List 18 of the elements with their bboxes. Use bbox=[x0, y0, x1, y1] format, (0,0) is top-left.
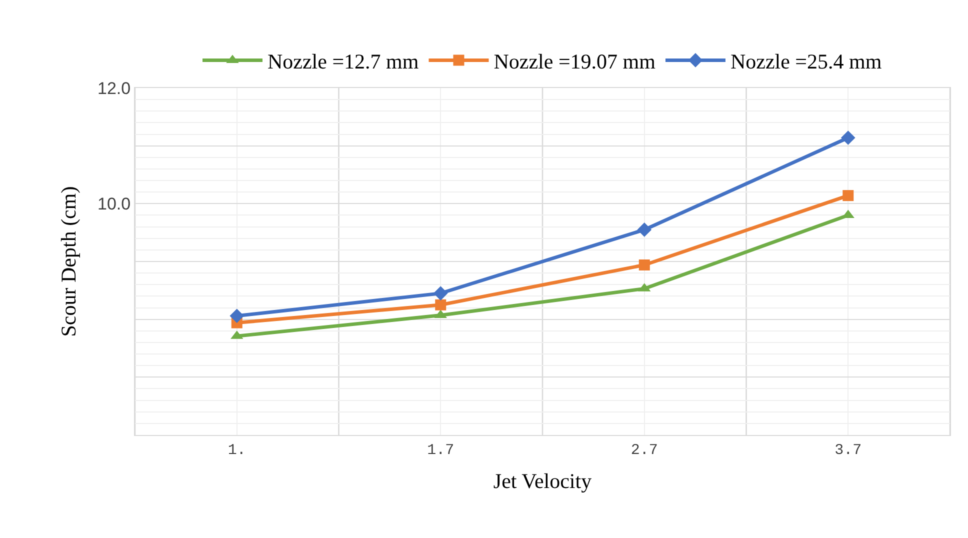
legend-label: Nozzle =12.7 mm bbox=[268, 49, 419, 74]
point bbox=[433, 286, 448, 300]
point bbox=[842, 190, 854, 202]
x-tick-label: 1. bbox=[228, 442, 246, 459]
point bbox=[638, 259, 650, 270]
y-axis-title: Scour Depth (cm) bbox=[56, 186, 81, 337]
legend-label: Nozzle =25.4 mm bbox=[730, 49, 882, 74]
legend-label: Nozzle =19.07 mm bbox=[494, 49, 656, 74]
x-axis-title: Jet Velocity bbox=[493, 469, 592, 494]
point bbox=[230, 308, 244, 324]
y-tick-label: 12.0 bbox=[98, 78, 131, 98]
x-tick-label: 3.7 bbox=[834, 442, 862, 459]
point bbox=[435, 299, 446, 310]
x-tick-label: 2.7 bbox=[630, 442, 658, 459]
point bbox=[840, 130, 856, 145]
x-tick-label: 1.7 bbox=[427, 442, 454, 459]
y-tick-label: 10.0 bbox=[98, 194, 131, 214]
point bbox=[637, 222, 652, 237]
